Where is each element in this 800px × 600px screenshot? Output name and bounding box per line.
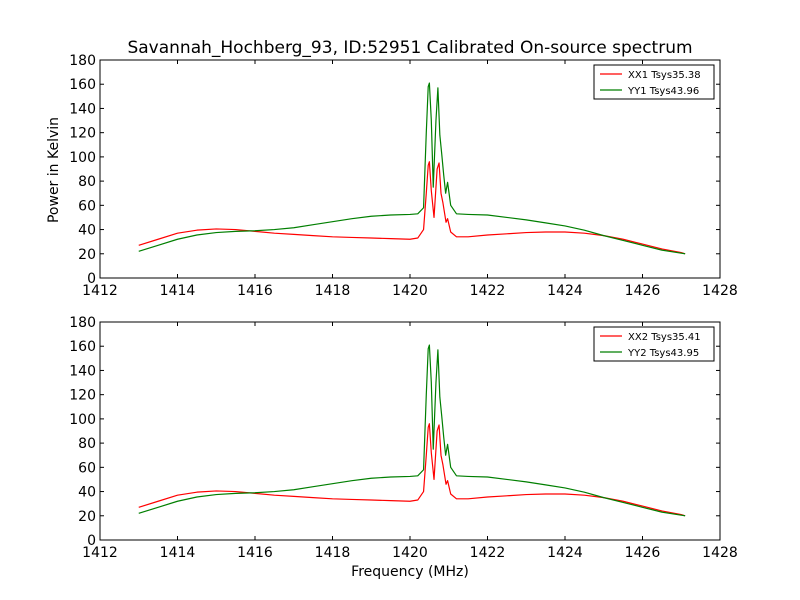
y-tick-label: 40 xyxy=(78,485,96,501)
legend-label: YY1 Tsys43.96 xyxy=(627,86,699,97)
y-tick-label: 140 xyxy=(69,363,96,379)
y-tick-label: 60 xyxy=(78,198,96,214)
x-tick-label: 1420 xyxy=(392,283,428,299)
x-tick-label: 1424 xyxy=(547,283,583,299)
y-tick-label: 20 xyxy=(78,247,96,263)
y-tick-label: 100 xyxy=(69,412,96,428)
y-tick-label: 100 xyxy=(69,150,96,166)
y-tick-label: 180 xyxy=(69,315,96,331)
y-tick-label: 60 xyxy=(78,460,96,476)
legend-box xyxy=(593,64,715,100)
y-tick-label: 40 xyxy=(78,223,96,239)
subplot-2: 1412 1414 1416 1418 1420 1422 1424 1426 1428 0 20 4… xyxy=(69,315,738,561)
x-tick-label: 1424 xyxy=(547,545,583,561)
series-line-xx xyxy=(138,161,686,255)
x-tick-label: 1422 xyxy=(470,545,506,561)
y-tick-label: 120 xyxy=(69,126,96,142)
x-tick-label: 1414 xyxy=(160,545,196,561)
x-tick-label: 1412 xyxy=(82,545,118,561)
y-tick-label: 20 xyxy=(78,509,96,525)
x-tick-label: 1426 xyxy=(625,545,661,561)
x-tick-label: 1426 xyxy=(625,283,661,299)
plots-group: 1412 1414 1416 1418 1420 1422 1424 1426 1428 0 20 4… xyxy=(69,53,738,561)
y-axis-label: Power in Kelvin xyxy=(46,117,62,223)
legend-label: XX2 Tsys35.41 xyxy=(628,332,701,343)
x-tick-label: 1428 xyxy=(702,283,738,299)
legend-box xyxy=(593,326,715,362)
legend: XX1 Tsys35.38 YY1 Tsys43.96 xyxy=(593,64,715,100)
x-tick-label: 1428 xyxy=(702,545,738,561)
x-tick-label: 1422 xyxy=(470,283,506,299)
x-tick-label: 1414 xyxy=(160,283,196,299)
x-tick-label: 1418 xyxy=(315,283,351,299)
series-line-xx xyxy=(138,423,686,517)
subplot-1: 1412 1414 1416 1418 1420 1422 1424 1426 1428 0 20 4… xyxy=(69,53,738,299)
series-line-yy xyxy=(138,82,686,255)
series-line-yy xyxy=(138,344,686,517)
x-axis-label: Frequency (MHz) xyxy=(351,564,469,580)
y-tick-label: 0 xyxy=(87,533,96,549)
y-tick-label: 160 xyxy=(69,339,96,355)
figure-title: Savannah_Hochberg_93, ID:52951 Calibrate… xyxy=(127,38,692,58)
y-tick-label: 180 xyxy=(69,53,96,69)
y-tick-label: 80 xyxy=(78,436,96,452)
x-tick-label: 1416 xyxy=(237,283,273,299)
legend: XX2 Tsys35.41 YY2 Tsys43.95 xyxy=(593,326,715,362)
x-tick-label: 1420 xyxy=(392,545,428,561)
y-tick-label: 120 xyxy=(69,388,96,404)
legend-label: XX1 Tsys35.38 xyxy=(628,70,701,81)
y-tick-label: 0 xyxy=(87,271,96,287)
y-tick-label: 80 xyxy=(78,174,96,190)
x-tick-label: 1418 xyxy=(315,545,351,561)
y-tick-label: 140 xyxy=(69,101,96,117)
x-tick-label: 1416 xyxy=(237,545,273,561)
y-tick-label: 160 xyxy=(69,77,96,93)
legend-label: YY2 Tsys43.95 xyxy=(627,348,699,359)
x-tick-label: 1412 xyxy=(82,283,118,299)
